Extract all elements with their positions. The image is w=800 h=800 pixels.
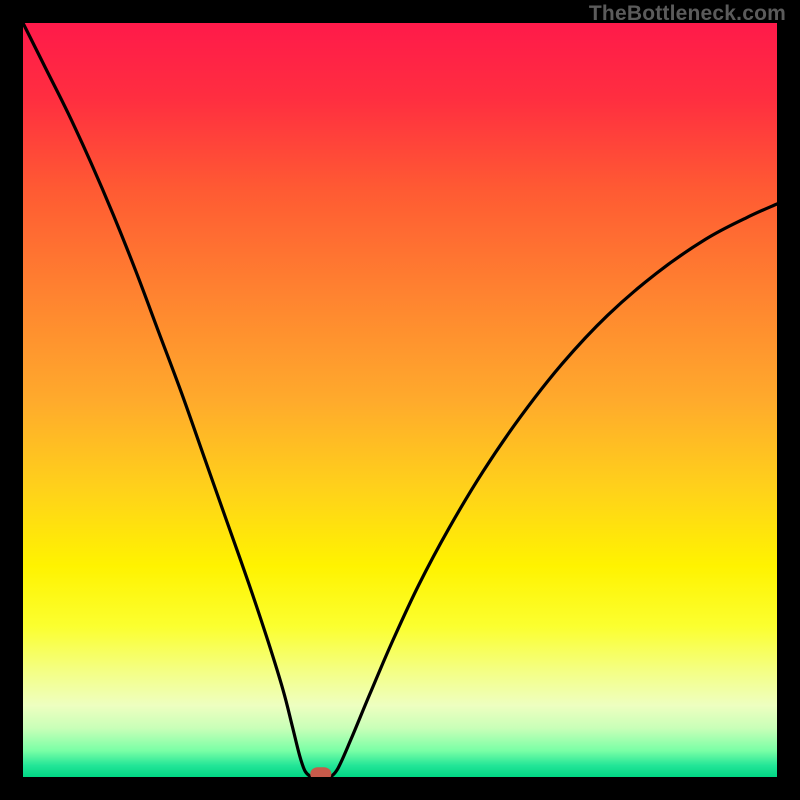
chart-stage: TheBottleneck.com xyxy=(0,0,800,800)
optimum-marker xyxy=(310,767,331,777)
bottleneck-curve-plot xyxy=(23,23,777,777)
watermark-text: TheBottleneck.com xyxy=(589,2,786,26)
gradient-background xyxy=(23,23,777,777)
